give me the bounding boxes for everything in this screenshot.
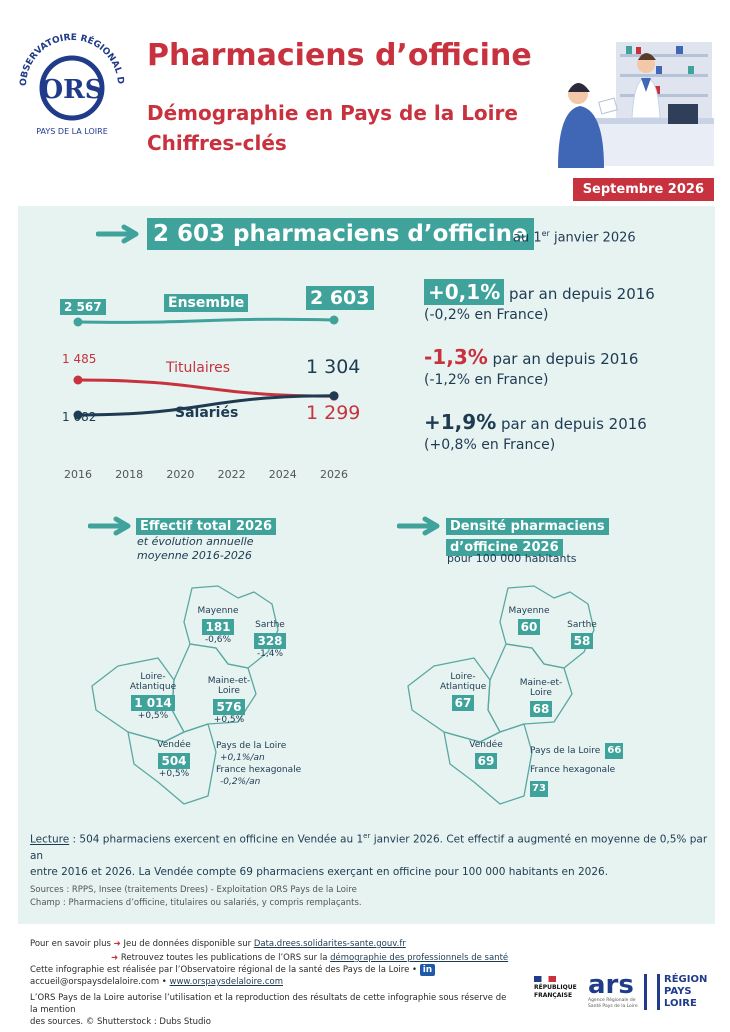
ensemble-series-label: Ensemble (164, 292, 249, 312)
x-tick-label: 2018 (115, 468, 143, 481)
page-subtitle: Démographie en Pays de la Loire Chiffres… (147, 98, 518, 158)
series-point-salariés-2026 (329, 391, 339, 401)
ors-logo: OBSERVATOIRE RÉGIONAL DE LA SANTÉ ORS PA… (12, 21, 128, 142)
series-point-ensemble-2026 (329, 315, 339, 325)
titulaires-end-label: 1 299 (306, 402, 361, 424)
series-line-salariés (77, 394, 335, 417)
stat-ensemble: +0,1% par an depuis 2016 (-0,2% en Franc… (424, 279, 714, 323)
stat-titulaires-france: (-1,2% en France) (424, 372, 549, 388)
page-title: Pharmaciens d’officine (147, 38, 532, 73)
region-stripes-icon (644, 974, 660, 1010)
series-line-ensemble (77, 317, 335, 324)
arrow-right-icon: ➜ (113, 939, 121, 949)
salaries-series-label: Salariés (175, 405, 239, 421)
content-panel (18, 206, 715, 924)
marianne-icon (534, 976, 556, 982)
map-right-vendee: Vendée 69 (469, 740, 503, 769)
map-left-sarthe: Sarthe 328 -1,4% (254, 620, 286, 659)
pharmacy-illustration (556, 38, 716, 168)
map-left-region-legend: Pays de la Loire +0,1%/an France hexagon… (216, 741, 302, 787)
stat-salaries-value: +1,9% (424, 410, 497, 434)
map-right-sarthe: Sarthe 58 (567, 620, 597, 649)
website-link[interactable]: www.orspaysdelaloire.com (169, 977, 283, 987)
ensemble-start-label: 2 567 (60, 296, 106, 315)
stat-ensemble-france: (-0,2% en France) (424, 307, 549, 323)
map-left-arrow-icon (87, 516, 134, 540)
subtitle-line-1: Démographie en Pays de la Loire (147, 101, 518, 125)
x-tick-label: 2026 (320, 468, 348, 481)
linkedin-icon[interactable]: in (419, 964, 436, 976)
x-tick-label: 2022 (218, 468, 246, 481)
date-badge: Septembre 2026 (572, 178, 714, 201)
map-right-mayenne: Mayenne 60 (508, 606, 550, 635)
arrow-icon (95, 224, 142, 248)
trend-chart: 2016 2018 2020 2022 2024 2026 (64, 315, 348, 481)
map-right-loire-atlantique: Loire- Atlantique 67 (440, 672, 487, 711)
stat-titulaires: -1,3% par an depuis 2016 (-1,2% en Franc… (424, 345, 714, 388)
series-point-titulaires-2016 (73, 375, 83, 385)
ors-logo-icon: OBSERVATOIRE RÉGIONAL DE LA SANTÉ ORS PA… (12, 21, 125, 136)
republique-logo: RÉPUBLIQUE FRANÇAISE (534, 976, 578, 1000)
map-right-subtitle: pour 100 000 habitants (447, 552, 577, 565)
stat-salaries: +1,9% par an depuis 2016 (+0,8% en Franc… (424, 410, 714, 453)
series-point-ensemble-2016 (73, 317, 83, 327)
map-left-title: Effectif total 2026 (136, 515, 277, 535)
map-left-loire-atlantique: Loire- Atlantique 1 014 +0,5% (129, 672, 177, 721)
titulaires-start-label: 1 485 (62, 352, 97, 366)
drees-link[interactable]: Data.drees.solidarites-sante.gouv.fr (253, 939, 406, 949)
stat-ensemble-value: +0,1% (424, 279, 505, 305)
map-right-outline (407, 585, 595, 805)
map-left-subtitle: et évolution annuelle moyenne 2016-2026 (137, 535, 254, 562)
salaries-end-label: 1 304 (306, 356, 361, 378)
headline-date: au 1er janvier 2026 (513, 229, 636, 246)
series-line-titulaires (77, 378, 335, 398)
email-link[interactable]: accueil@orspaysdelaloire.com (30, 977, 160, 987)
footer-more: Pour en savoir plus ➜ Jeu de données dis… (30, 939, 509, 963)
sources: Sources : RPPS, Insee (traitements Drees… (30, 885, 362, 908)
x-tick-label: 2020 (166, 468, 194, 481)
x-tick-label: 2016 (64, 468, 92, 481)
stat-titulaires-value: -1,3% (424, 345, 488, 369)
pharmacist-illustration-icon (558, 42, 714, 168)
map-right-region-legend: Pays de la Loire 66 France hexagonale 73 (530, 740, 630, 797)
map-left-maine-et-loire: Maine-et-Loire 576 +0,5% (207, 676, 251, 725)
map-left-vendee: Vendée 504 +0,5% (157, 740, 191, 779)
ensemble-end-label: 2 603 (306, 286, 374, 310)
subtitle-line-2: Chiffres-clés (147, 131, 287, 155)
map-right-arrow-icon (396, 516, 443, 540)
map-right-maine-et-loire: Maine-et-Loire 68 (519, 678, 563, 717)
arrow-right-icon: ➜ (111, 953, 119, 963)
map-right-title: Densité pharmaciens d’officine 2026 (446, 515, 609, 557)
footer-credits: Cette infographie est réalisée par l’Obs… (30, 964, 507, 1027)
salaries-start-label: 1 082 (62, 410, 97, 424)
logo-initials: ORS (40, 75, 103, 105)
headline-value: 2 603 pharmaciens d’officine (147, 218, 534, 250)
series-point-salariés-2016 (73, 410, 83, 420)
map-left-mayenne: Mayenne 181 -0,6% (197, 606, 239, 645)
reading-note: Lecture : 504 pharmaciens exercent en of… (30, 832, 708, 878)
x-tick-label: 2024 (269, 468, 297, 481)
ors-publications-link[interactable]: démographie des professionnels de santé (330, 953, 509, 963)
titulaires-series-label: Titulaires (166, 360, 231, 376)
ars-logo: ars Agence Régionale de Santé Pays de la… (588, 970, 638, 1009)
stat-salaries-france: (+0,8% en France) (424, 437, 556, 453)
logo-region: PAYS DE LA LOIRE (36, 127, 108, 136)
stats-column: +0,1% par an depuis 2016 (-0,2% en Franc… (424, 279, 714, 453)
